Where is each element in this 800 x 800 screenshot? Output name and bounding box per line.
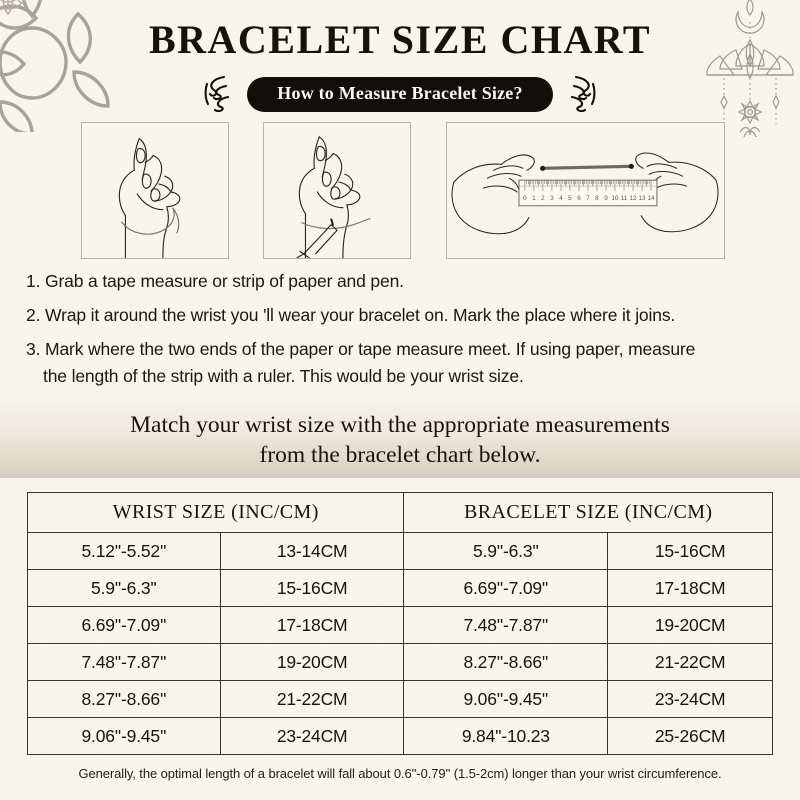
subtitle-pill: How to Measure Bracelet Size?	[247, 76, 553, 112]
table-cell: 23-24CM	[607, 680, 773, 718]
ruler-tick-label: 14	[648, 195, 656, 202]
table-cell: 9.84''-10.23	[403, 717, 609, 755]
mandala-lotus-ornament	[0, 0, 110, 132]
table-cell: 21-22CM	[607, 643, 773, 681]
ruler-tick-label: 11	[621, 195, 628, 202]
table-cell: 9.06''-9.45''	[403, 680, 609, 718]
table-cell: 19-20CM	[219, 643, 405, 681]
step-2-number: 2.	[26, 305, 41, 326]
illustration-panels: 0 1 2 3 4 5 6 7 8 9 10 11 12 13 14	[0, 122, 800, 262]
table-cell: 9.06''-9.45''	[27, 717, 221, 755]
list-item-step-1: 1. Grab a tape measure or strip of paper…	[26, 268, 778, 295]
table-cell: 5.9''-6.3''	[403, 532, 609, 570]
table-body: 5.12''-5.52'' 13-14CM 5.9''-6.3'' 15-16CM 5.…	[27, 532, 773, 755]
subtitle-row: How to Measure Bracelet Size?	[0, 72, 800, 116]
table-row: 5.9''-6.3'' 15-16CM 6.69''-7.09'' 17-18CM	[27, 569, 773, 607]
footer-note: Generally, the optimal length of a brace…	[78, 766, 722, 781]
list-item-step-3: 3. Mark where the two ends of the paper …	[26, 336, 778, 390]
ruler-tick-label: 13	[639, 195, 647, 202]
banner-line-1: Match your wrist size with the appropria…	[130, 411, 670, 438]
step-3-text-continued: the length of the strip with a ruler. Th…	[43, 366, 524, 387]
ruler-tick-label: 12	[629, 195, 637, 202]
illustration-hands-measuring-strip-with-ruler: 0 1 2 3 4 5 6 7 8 9 10 11 12 13 14	[446, 122, 725, 259]
ruler-tick-label: 1	[532, 195, 536, 202]
table-row: 5.12''-5.52'' 13-14CM 5.9''-6.3'' 15-16CM	[27, 532, 773, 570]
ruler-tick-label: 8	[595, 195, 599, 202]
illustration-hand-marking-tape-with-pen	[263, 122, 411, 259]
size-table-wrapper: WRIST SIZE (INC/CM) BRACELET SIZE (INC/C…	[26, 492, 773, 755]
table-cell: 5.12''-5.52''	[27, 532, 221, 570]
table-cell: 17-18CM	[219, 606, 405, 644]
table-cell: 15-16CM	[607, 532, 773, 570]
step-3-text: Mark where the two ends of the paper or …	[45, 339, 696, 360]
ruler-tick-label: 2	[541, 195, 545, 202]
table-header-row: WRIST SIZE (INC/CM) BRACELET SIZE (INC/C…	[26, 492, 773, 533]
measure-steps: 1. Grab a tape measure or strip of paper…	[26, 268, 778, 398]
table-cell: 25-26CM	[607, 717, 773, 755]
ruler-tick-label: 10	[611, 195, 619, 202]
ruler-tick-label: 6	[577, 195, 581, 202]
header-wrist-size: WRIST SIZE (INC/CM)	[26, 492, 405, 533]
step-3-number: 3.	[26, 339, 41, 360]
bracelet-size-table: WRIST SIZE (INC/CM) BRACELET SIZE (INC/C…	[26, 492, 773, 755]
banner-line-2: from the bracelet chart below.	[259, 442, 541, 468]
table-row: 9.06''-9.45'' 23-24CM 9.84''-10.23 25-26CM	[27, 717, 773, 755]
table-cell: 7.48''-7.87''	[27, 643, 221, 681]
table-cell: 19-20CM	[607, 606, 773, 644]
table-cell: 17-18CM	[607, 569, 773, 607]
ruler-tick-label: 5	[568, 195, 572, 202]
match-banner: Match your wrist size with the appropria…	[0, 402, 800, 478]
ruler-tick-label: 0	[523, 195, 527, 202]
ruler-tick-label: 7	[586, 195, 590, 202]
table-cell: 5.9''-6.3''	[27, 569, 221, 607]
table-cell: 15-16CM	[219, 569, 405, 607]
swirl-flourish-icon-right	[570, 75, 596, 113]
page-title: BRACELET SIZE CHART	[148, 17, 652, 62]
swirl-flourish-icon	[204, 75, 230, 113]
illustration-hand-with-tape-measure	[81, 122, 229, 259]
table-row: 8.27''-8.66'' 21-22CM 9.06''-9.45'' 23-24CM	[27, 680, 773, 718]
table-row: 6.69''-7.09'' 17-18CM 7.48''-7.87'' 19-20CM	[27, 606, 773, 644]
ruler-tick-label: 3	[550, 195, 554, 202]
lotus-moon-ornament	[706, 0, 794, 138]
header-bracelet-size: BRACELET SIZE (INC/CM)	[403, 492, 773, 533]
step-1-text: Grab a tape measure or strip of paper an…	[45, 271, 404, 291]
table-cell: 7.48''-7.87''	[403, 606, 609, 644]
table-row: 7.48''-7.87'' 19-20CM 8.27''-8.66'' 21-22CM	[27, 643, 773, 681]
ruler-tick-label: 9	[604, 195, 608, 202]
ruler-tick-label: 4	[559, 195, 563, 202]
table-cell: 8.27''-8.66''	[403, 643, 609, 681]
step-2-text: Wrap it around the wrist you 'll wear yo…	[45, 305, 676, 326]
step-1-number: 1.	[26, 271, 41, 291]
list-item-step-2: 2. Wrap it around the wrist you 'll wear…	[26, 302, 778, 329]
table-cell: 21-22CM	[219, 680, 405, 718]
table-cell: 23-24CM	[219, 717, 405, 755]
table-cell: 8.27''-8.66''	[27, 680, 221, 718]
table-cell: 6.69''-7.09''	[403, 569, 609, 607]
table-cell: 13-14CM	[219, 532, 405, 570]
table-cell: 6.69''-7.09''	[27, 606, 221, 644]
